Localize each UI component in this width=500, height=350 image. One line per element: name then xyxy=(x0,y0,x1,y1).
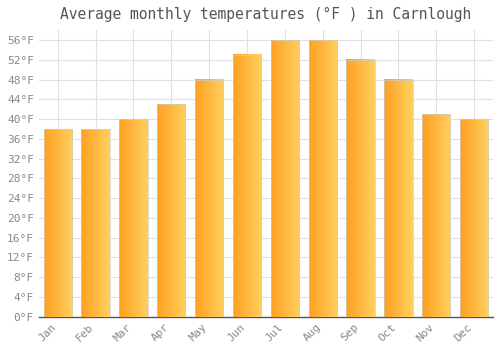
Bar xyxy=(119,119,148,317)
Bar xyxy=(422,114,450,317)
Bar xyxy=(308,40,337,317)
Bar xyxy=(195,79,224,317)
Bar xyxy=(346,60,375,317)
Bar xyxy=(233,55,261,317)
Bar xyxy=(157,104,186,317)
Bar xyxy=(44,129,72,317)
Bar xyxy=(384,79,412,317)
Bar xyxy=(82,129,110,317)
Bar xyxy=(460,119,488,317)
Title: Average monthly temperatures (°F ) in Carnlough: Average monthly temperatures (°F ) in Ca… xyxy=(60,7,472,22)
Bar xyxy=(270,40,299,317)
